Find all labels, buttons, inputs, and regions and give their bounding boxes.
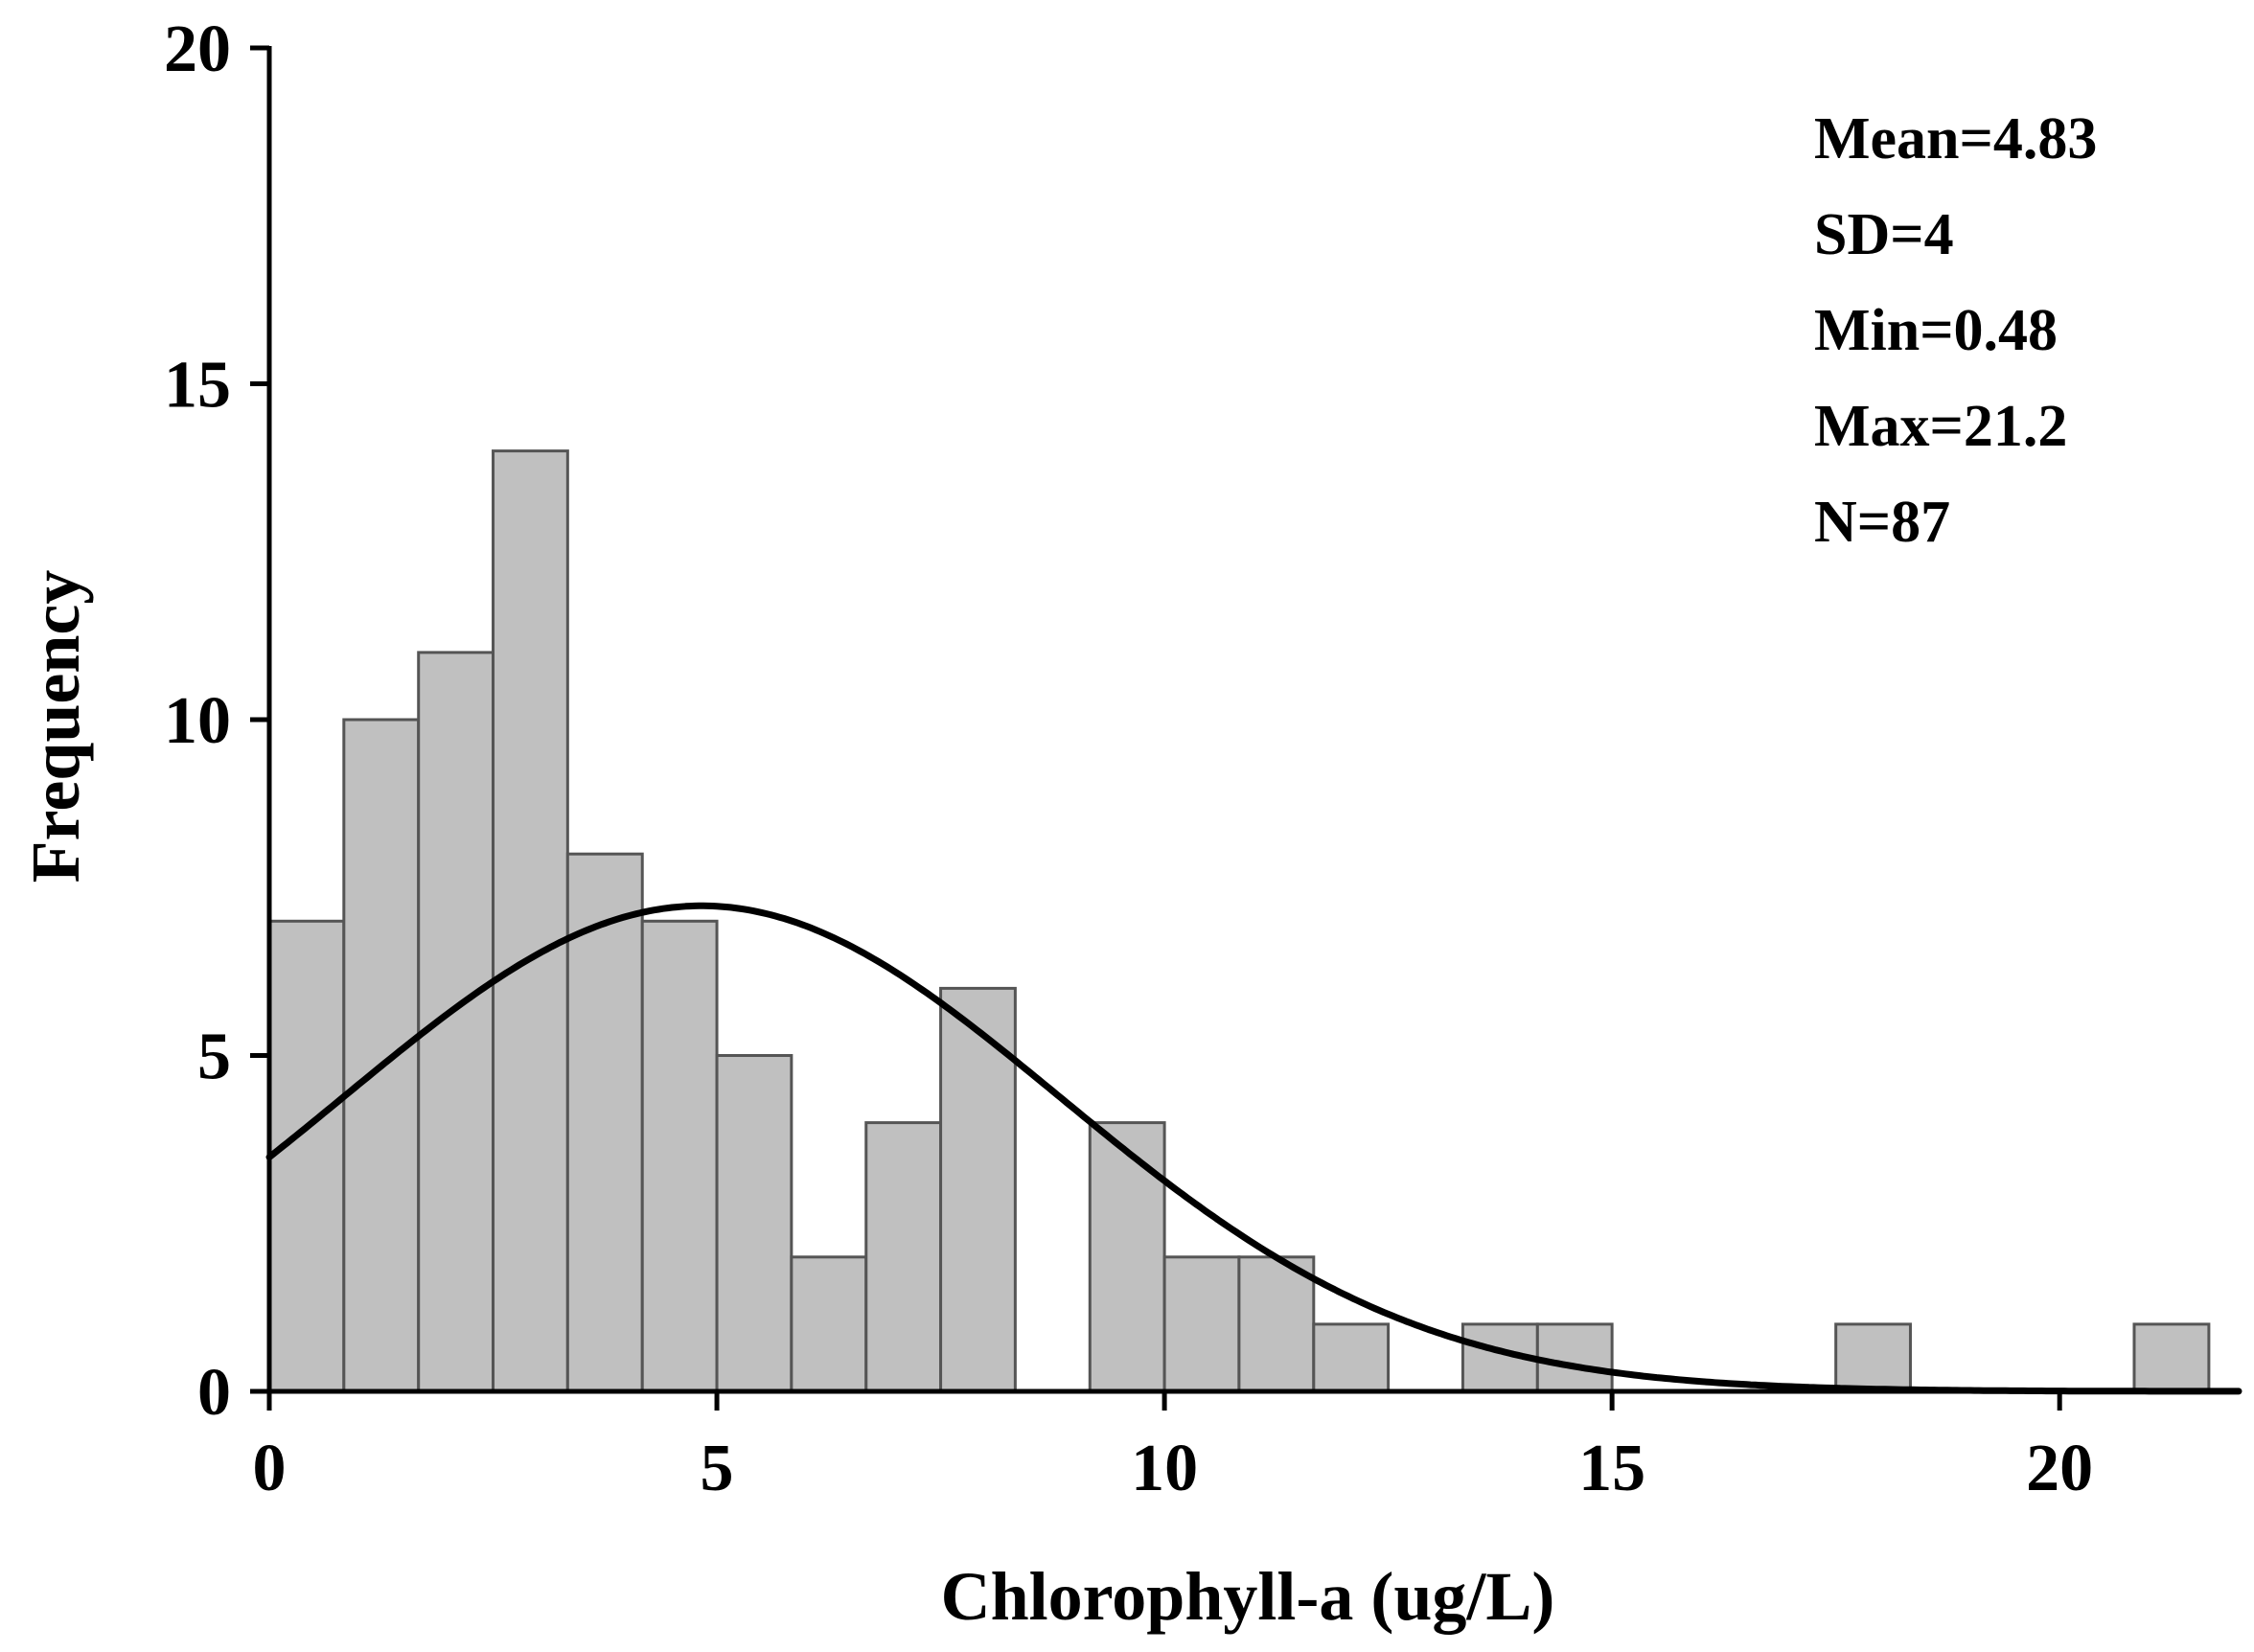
histogram-bar (715, 1054, 794, 1393)
stat-min: Min=0.48 (1814, 298, 2058, 363)
histogram-bar (1535, 1322, 1614, 1393)
y-tick-label: 5 (197, 1021, 231, 1094)
x-axis-title: Chlorophyll-a (ug/L) (941, 1558, 1555, 1635)
x-tick-label: 20 (2026, 1432, 2093, 1505)
stat-max: Max=21.2 (1814, 394, 2067, 459)
histogram-bar (790, 1255, 868, 1393)
histogram-bar (565, 852, 644, 1393)
stat-sd: SD=4 (1814, 202, 1954, 267)
histogram-bar (939, 986, 1017, 1393)
x-tick-label: 5 (701, 1432, 734, 1505)
histogram-bar (492, 449, 569, 1393)
stats-annotation: Mean=4.83 SD=4 Min=0.48 Max=21.2 N=87 (1814, 106, 2097, 555)
y-tick-label: 20 (164, 12, 231, 86)
y-tick-label: 15 (164, 349, 231, 423)
histogram-bar (267, 919, 346, 1393)
histogram-bars (267, 449, 2211, 1393)
histogram-bar (640, 919, 719, 1393)
x-tick-label: 0 (253, 1432, 287, 1505)
histogram-bar (1162, 1255, 1241, 1393)
stat-n: N=87 (1814, 490, 1950, 555)
histogram-bar (2132, 1322, 2211, 1393)
x-tick-label: 10 (1131, 1432, 1198, 1505)
x-tick-label: 15 (1578, 1432, 1645, 1505)
histogram-bar (417, 651, 495, 1393)
y-axis-title: Frequency (17, 570, 94, 883)
stat-mean: Mean=4.83 (1814, 106, 2097, 172)
histogram-bar (1312, 1322, 1391, 1393)
x-axis-ticks: 0 5 10 15 20 (253, 1391, 2093, 1505)
histogram-bar (1088, 1121, 1166, 1393)
histogram-bar (864, 1121, 943, 1393)
y-tick-label: 0 (197, 1356, 231, 1430)
y-axis-ticks: 0 5 10 15 20 (164, 12, 269, 1430)
histogram-bar (1237, 1255, 1316, 1393)
histogram-bar (342, 718, 421, 1393)
histogram-bar (1834, 1322, 1912, 1393)
y-tick-label: 10 (164, 684, 231, 758)
axes (266, 46, 2239, 1411)
